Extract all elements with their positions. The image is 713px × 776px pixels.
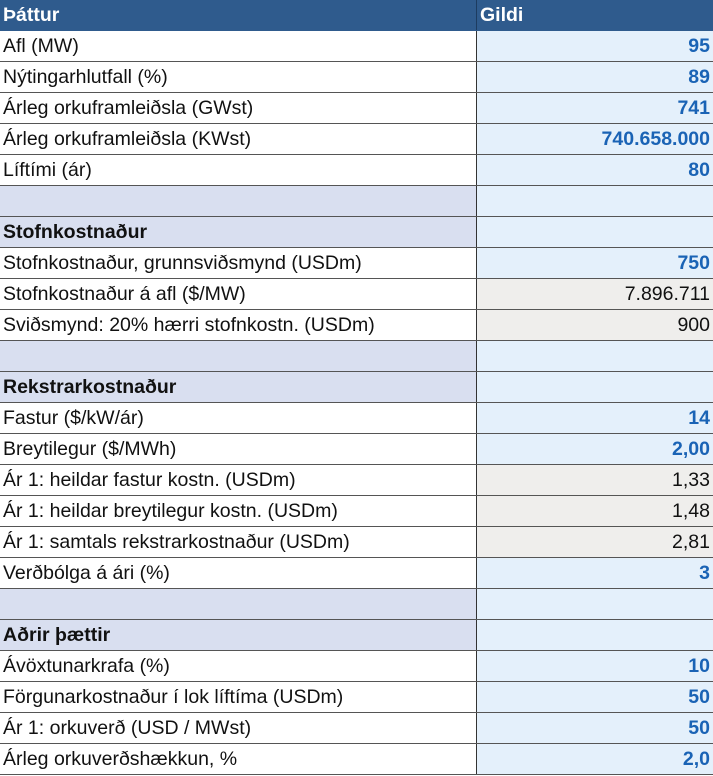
table-row: Ár 1: heildar breytilegur kostn. (USDm) 1… xyxy=(0,495,713,527)
table-row: Ár 1: samtals rekstrarkostnaður (USDm) 2,… xyxy=(0,526,713,558)
parameter-value[interactable]: 2,81 xyxy=(476,526,713,558)
parameter-label[interactable] xyxy=(0,340,477,372)
parameter-value[interactable]: 740.658.000 xyxy=(476,123,713,155)
table-row: Árleg orkuverðshækkun, % 2,0 xyxy=(0,743,713,775)
table-row: Verðbólga á ári (%) 3 xyxy=(0,557,713,589)
parameter-value[interactable]: 7.896.711 xyxy=(476,278,713,310)
parameter-label[interactable] xyxy=(0,588,477,620)
parameter-value[interactable]: 50 xyxy=(476,712,713,744)
parameter-value[interactable]: 1,48 xyxy=(476,495,713,527)
parameter-value[interactable] xyxy=(476,371,713,403)
parameter-value[interactable]: 10 xyxy=(476,650,713,682)
parameter-label[interactable]: Ár 1: orkuverð (USD / MWst) xyxy=(0,712,477,744)
blank-row xyxy=(0,340,713,372)
table-row: Stofnkostnaður, grunnsviðsmynd (USDm) 750 xyxy=(0,247,713,279)
header-parameter: Þáttur xyxy=(0,0,477,31)
parameter-label[interactable]: Stofnkostnaður á afl ($/MW) xyxy=(0,278,477,310)
parameter-value[interactable]: 2,00 xyxy=(476,433,713,465)
parameter-value[interactable] xyxy=(476,619,713,651)
header-value: Gildi xyxy=(476,0,713,31)
table-row: Árleg orkuframleiðsla (GWst) 741 xyxy=(0,92,713,124)
table-row: Ár 1: orkuverð (USD / MWst) 50 xyxy=(0,712,713,744)
parameter-label[interactable]: Ár 1: samtals rekstrarkostnaður (USDm) xyxy=(0,526,477,558)
section-row: Stofnkostnaður xyxy=(0,216,713,248)
parameter-value[interactable]: 89 xyxy=(476,61,713,93)
parameter-label[interactable]: Stofnkostnaður, grunnsviðsmynd (USDm) xyxy=(0,247,477,279)
blank-row xyxy=(0,185,713,217)
parameter-value[interactable]: 95 xyxy=(476,30,713,62)
parameter-label[interactable]: Verðbólga á ári (%) xyxy=(0,557,477,589)
table-row: Förgunarkostnaður í lok líftíma (USDm) 50 xyxy=(0,681,713,713)
parameter-label[interactable]: Breytilegur ($/MWh) xyxy=(0,433,477,465)
parameter-value[interactable]: 3 xyxy=(476,557,713,589)
parameter-value[interactable]: 750 xyxy=(476,247,713,279)
parameter-label[interactable]: Sviðsmynd: 20% hærri stofnkostn. (USDm) xyxy=(0,309,477,341)
parameter-value[interactable]: 900 xyxy=(476,309,713,341)
section-row: Rekstrarkostnaður xyxy=(0,371,713,403)
parameter-label[interactable]: Förgunarkostnaður í lok líftíma (USDm) xyxy=(0,681,477,713)
parameter-label[interactable]: Árleg orkuverðshækkun, % xyxy=(0,743,477,775)
parameter-value[interactable]: 2,0 xyxy=(476,743,713,775)
parameter-value[interactable]: 50 xyxy=(476,681,713,713)
parameter-value[interactable] xyxy=(476,216,713,248)
parameter-label[interactable]: Líftími (ár) xyxy=(0,154,477,186)
parameter-label[interactable]: Fastur ($/kW/ár) xyxy=(0,402,477,434)
parameter-label[interactable]: Nýtingarhlutfall (%) xyxy=(0,61,477,93)
parameter-value[interactable]: 1,33 xyxy=(476,464,713,496)
table-row: Líftími (ár) 80 xyxy=(0,154,713,186)
parameter-label[interactable]: Aðrir þættir xyxy=(0,619,477,651)
parameter-label[interactable]: Ár 1: heildar breytilegur kostn. (USDm) xyxy=(0,495,477,527)
table-row: Nýtingarhlutfall (%) 89 xyxy=(0,61,713,93)
table-row: Ávöxtunarkrafa (%) 10 xyxy=(0,650,713,682)
parameter-label[interactable]: Afl (MW) xyxy=(0,30,477,62)
table-row: Árleg orkuframleiðsla (KWst) 740.658.000 xyxy=(0,123,713,155)
header-row: Þáttur Gildi xyxy=(0,0,713,31)
parameter-value[interactable]: 80 xyxy=(476,154,713,186)
table-row: Ár 1: heildar fastur kostn. (USDm) 1,33 xyxy=(0,464,713,496)
parameter-label[interactable]: Stofnkostnaður xyxy=(0,216,477,248)
parameter-label[interactable]: Árleg orkuframleiðsla (KWst) xyxy=(0,123,477,155)
table-row: Fastur ($/kW/ár) 14 xyxy=(0,402,713,434)
parameter-value[interactable]: 14 xyxy=(476,402,713,434)
parameter-label[interactable]: Rekstrarkostnaður xyxy=(0,371,477,403)
parameter-value[interactable]: 741 xyxy=(476,92,713,124)
parameter-value[interactable] xyxy=(476,340,713,372)
blank-row xyxy=(0,588,713,620)
table-row: Breytilegur ($/MWh) 2,00 xyxy=(0,433,713,465)
table-row: Sviðsmynd: 20% hærri stofnkostn. (USDm) 9… xyxy=(0,309,713,341)
parameter-label[interactable] xyxy=(0,185,477,217)
parameter-value[interactable] xyxy=(476,588,713,620)
table-row: Afl (MW) 95 xyxy=(0,30,713,62)
parameter-label[interactable]: Ávöxtunarkrafa (%) xyxy=(0,650,477,682)
section-row: Aðrir þættir xyxy=(0,619,713,651)
parameter-label[interactable]: Ár 1: heildar fastur kostn. (USDm) xyxy=(0,464,477,496)
parameter-value[interactable] xyxy=(476,185,713,217)
table-row: Stofnkostnaður á afl ($/MW) 7.896.711 xyxy=(0,278,713,310)
parameter-label[interactable]: Árleg orkuframleiðsla (GWst) xyxy=(0,92,477,124)
